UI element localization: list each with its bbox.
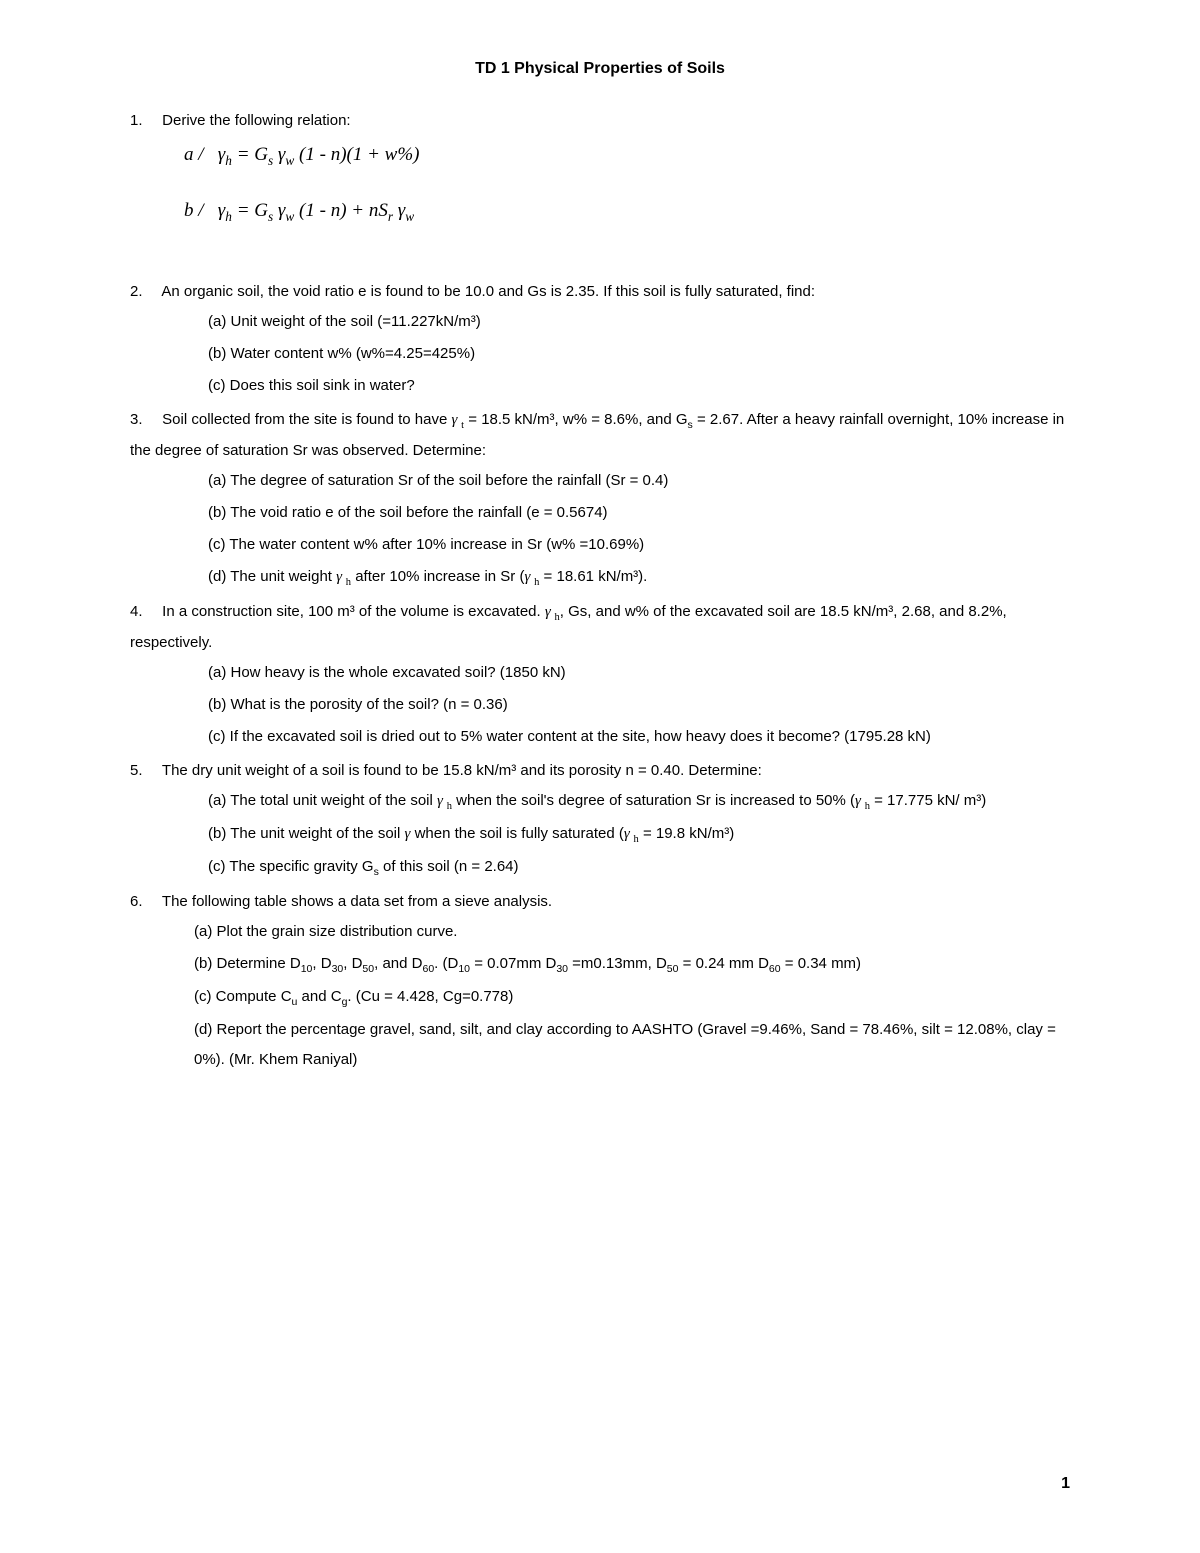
gamma-h-5b: γ h <box>624 826 639 842</box>
gamma-h-3: γ h <box>545 604 560 620</box>
q6-a: (a) Plot the grain size distribution cur… <box>194 917 1070 947</box>
page-title: TD 1 Physical Properties of Soils <box>130 60 1070 78</box>
question-5: 5. The dry unit weight of a soil is foun… <box>130 756 1070 883</box>
q6-b-c2: , D <box>343 955 362 972</box>
formula-a-body: γh = Gs γw (1 - n)(1 + w%) <box>218 144 420 165</box>
q6-b-60b: 60 <box>769 963 781 975</box>
q5-c-post: of this soil (n = 2.64) <box>379 858 519 875</box>
q1-formula-a: a / γh = Gs γw (1 - n)(1 + w%) <box>184 142 1070 170</box>
q5-b-pre: (b) The unit weight of the soil <box>208 825 405 842</box>
gamma-h-2: γ h <box>524 569 539 585</box>
q2-b: (b) Water content w% (w%=4.25=425%) <box>208 339 1070 369</box>
q6-b-v4: = 0.34 mm) <box>781 955 861 972</box>
q6-c: (c) Compute Cu and Cg. (Cu = 4.428, Cg=0… <box>194 982 1070 1013</box>
question-6: 6. The following table shows a data set … <box>130 887 1070 1075</box>
question-2: 2. An organic soil, the void ratio e is … <box>130 277 1070 401</box>
q6-b: (b) Determine D10, D30, D50, and D60. (D… <box>194 949 1070 980</box>
q3-text-part1: Soil collected from the site is found to… <box>162 411 451 428</box>
q5-c: (c) The specific gravity Gs of this soil… <box>208 852 1070 883</box>
q6-number: 6. <box>130 887 158 917</box>
gamma-t-symbol: γ t <box>452 412 465 428</box>
q3-d-post: = 18.61 kN/m³). <box>539 568 647 585</box>
q5-b-mid: when the soil is fully saturated ( <box>410 825 623 842</box>
q4-number: 4. <box>130 597 158 627</box>
page-number: 1 <box>1061 1475 1070 1493</box>
q5-a-pre: (a) The total unit weight of the soil <box>208 792 437 809</box>
question-4: 4. In a construction site, 100 m³ of the… <box>130 597 1070 752</box>
q6-b-mid: . (D <box>434 955 458 972</box>
q3-a: (a) The degree of saturation Sr of the s… <box>208 466 1070 496</box>
formula-b-body: γh = Gs γw (1 - n) + nSr γw <box>218 200 414 221</box>
gamma-h-5a2: γ h <box>855 793 870 809</box>
q6-d: (d) Report the percentage gravel, sand, … <box>194 1015 1070 1075</box>
q6-b-10b: 10 <box>458 963 470 975</box>
q6-b-50b: 50 <box>667 963 679 975</box>
q6-b-v1: = 0.07mm D <box>470 955 556 972</box>
q6-b-30a: 30 <box>332 963 344 975</box>
question-3: 3. Soil collected from the site is found… <box>130 405 1070 593</box>
q5-a: (a) The total unit weight of the soil γ … <box>208 786 1070 817</box>
q6-b-10a: 10 <box>301 963 313 975</box>
q6-b-60a: 60 <box>422 963 434 975</box>
q3-text-part2: = 18.5 kN/m³, w% = 8.6%, and G <box>464 411 687 428</box>
q4-a: (a) How heavy is the whole excavated soi… <box>208 658 1070 688</box>
gamma-h-1: γ h <box>336 569 351 585</box>
q5-b: (b) The unit weight of the soil γ when t… <box>208 819 1070 850</box>
q5-text: The dry unit weight of a soil is found t… <box>162 762 762 779</box>
q1-number: 1. <box>130 106 158 136</box>
document-page: TD 1 Physical Properties of Soils 1. Der… <box>0 0 1200 1553</box>
q6-b-pre: (b) Determine D <box>194 955 301 972</box>
q6-b-v2: =m0.13mm, D <box>568 955 667 972</box>
q3-b: (b) The void ratio e of the soil before … <box>208 498 1070 528</box>
q6-text: The following table shows a data set fro… <box>162 893 552 910</box>
q4-c: (c) If the excavated soil is dried out t… <box>208 722 1070 752</box>
q3-c: (c) The water content w% after 10% incre… <box>208 530 1070 560</box>
q4-text-part1: In a construction site, 100 m³ of the vo… <box>162 603 545 620</box>
q6-c-pre: (c) Compute C <box>194 988 292 1005</box>
q2-text: An organic soil, the void ratio e is fou… <box>161 283 815 300</box>
q6-b-30b: 30 <box>556 963 568 975</box>
gamma-h-5a: γ h <box>437 793 452 809</box>
q6-b-v3: = 0.24 mm D <box>678 955 768 972</box>
formula-a-prefix: a / <box>184 144 218 165</box>
q2-c: (c) Does this soil sink in water? <box>208 371 1070 401</box>
question-1: 1. Derive the following relation: a / γh… <box>130 106 1070 227</box>
q5-a-mid: when the soil's degree of saturation Sr … <box>452 792 855 809</box>
q6-c-post: . (Cu = 4.428, Cg=0.778) <box>347 988 513 1005</box>
q3-d-pre: (d) The unit weight <box>208 568 336 585</box>
q2-number: 2. <box>130 277 158 307</box>
q1-text: Derive the following relation: <box>162 112 350 129</box>
q6-c-mid: and C <box>297 988 341 1005</box>
q5-b-post: = 19.8 kN/m³) <box>639 825 734 842</box>
q6-b-c1: , D <box>312 955 331 972</box>
q1-formula-b: b / γh = Gs γw (1 - n) + nSr γw <box>184 198 1070 226</box>
q6-b-c3: , and D <box>374 955 422 972</box>
formula-b-prefix: b / <box>184 200 218 221</box>
q3-d-mid: after 10% increase in Sr ( <box>351 568 524 585</box>
q6-b-50a: 50 <box>362 963 374 975</box>
q5-number: 5. <box>130 756 158 786</box>
q3-d: (d) The unit weight γ h after 10% increa… <box>208 562 1070 593</box>
q5-c-pre: (c) The specific gravity G <box>208 858 374 875</box>
q4-b: (b) What is the porosity of the soil? (n… <box>208 690 1070 720</box>
q3-number: 3. <box>130 405 158 435</box>
q2-a: (a) Unit weight of the soil (=11.227kN/m… <box>208 307 1070 337</box>
q5-a-post: = 17.775 kN/ m³) <box>870 792 986 809</box>
